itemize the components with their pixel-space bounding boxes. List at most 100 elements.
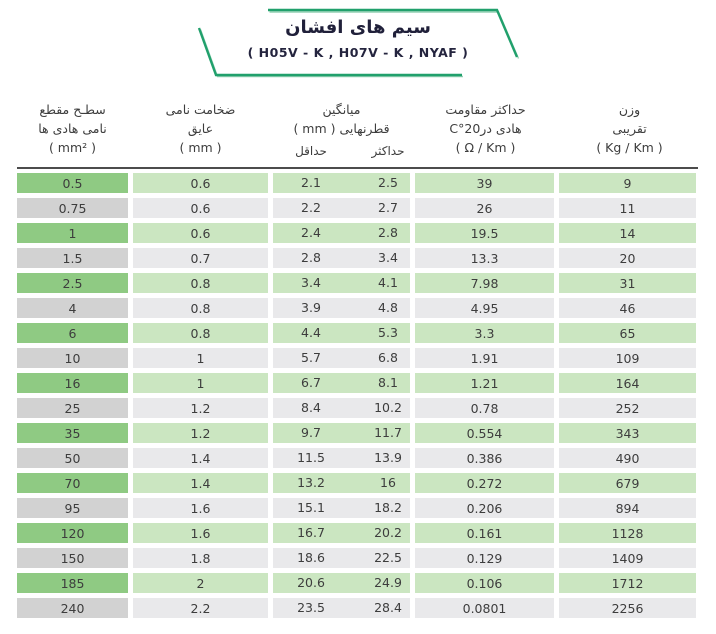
cell-resistance: 13.3 bbox=[415, 248, 554, 268]
cell-diameter-min: 15.1 bbox=[297, 500, 325, 515]
column-header-weight: وزن تقریبی ( Kg / Km ) bbox=[561, 100, 698, 157]
cell-insulation-thickness: 0.6 bbox=[133, 198, 268, 218]
cell-cross-section: 0.5 bbox=[17, 173, 128, 193]
cell-cross-section: 50 bbox=[17, 448, 128, 468]
cell-weight: 894 bbox=[559, 498, 696, 518]
cell-insulation-thickness: 0.8 bbox=[133, 273, 268, 293]
column-header-resistance: حداکثر مقاومت هادی در20°C ( Ω / Km ) bbox=[416, 100, 555, 157]
cell-diameter-min: 9.7 bbox=[301, 425, 321, 440]
cell-resistance: 7.98 bbox=[415, 273, 554, 293]
cell-resistance: 0.106 bbox=[415, 573, 554, 593]
cell-insulation-thickness: 1.2 bbox=[133, 423, 268, 443]
cell-insulation-thickness: 1.8 bbox=[133, 548, 268, 568]
cell-insulation-thickness: 1.4 bbox=[133, 448, 268, 468]
cell-diameter-max: 20.2 bbox=[374, 525, 402, 540]
column-header-cross-section: سطـح مقطع نامی هادی ها ( mm² ) bbox=[17, 100, 128, 157]
cell-weight: 65 bbox=[559, 323, 696, 343]
cell-cross-section: 35 bbox=[17, 423, 128, 443]
cell-diameter-min: 4.4 bbox=[301, 325, 321, 340]
table-row: 10 1 5.7 6.8 1.91 109 bbox=[17, 348, 698, 368]
cell-diameter-max: 22.5 bbox=[374, 550, 402, 565]
cell-diameter-max: 2.8 bbox=[378, 225, 398, 240]
cell-insulation-thickness: 0.8 bbox=[133, 298, 268, 318]
subheader-max: حداکثر bbox=[371, 144, 405, 158]
cell-insulation-thickness: 0.6 bbox=[133, 223, 268, 243]
cell-weight: 46 bbox=[559, 298, 696, 318]
table-row: 4 0.8 3.9 4.8 4.95 46 bbox=[17, 298, 698, 318]
column-header-line: نامی هادی ها bbox=[38, 121, 107, 136]
cell-diameter-min-max: 13.2 16 bbox=[273, 473, 410, 493]
cell-resistance: 1.91 bbox=[415, 348, 554, 368]
cell-cross-section: 185 bbox=[17, 573, 128, 593]
column-header-line: عایق bbox=[187, 121, 214, 136]
table-row: 2.5 0.8 3.4 4.1 7.98 31 bbox=[17, 273, 698, 293]
column-header-diameter: میانگین قطرنهایی ( mm ) حداقل حداکثر bbox=[273, 100, 410, 161]
column-header-unit: ( Ω / Km ) bbox=[455, 140, 516, 155]
cell-diameter-min-max: 18.6 22.5 bbox=[273, 548, 410, 568]
column-header-line: تقریبی bbox=[612, 121, 647, 136]
cell-diameter-min-max: 2.4 2.8 bbox=[273, 223, 410, 243]
cell-diameter-min-max: 20.6 24.9 bbox=[273, 573, 410, 593]
cell-cross-section: 0.75 bbox=[17, 198, 128, 218]
column-header-line: سطـح مقطع bbox=[39, 102, 106, 117]
column-header-line: قطرنهایی ( mm ) bbox=[293, 121, 390, 136]
table-row: 0.75 0.6 2.2 2.7 26 11 bbox=[17, 198, 698, 218]
cell-resistance: 0.0801 bbox=[415, 598, 554, 618]
cell-cross-section: 240 bbox=[17, 598, 128, 618]
table-row: 50 1.4 11.5 13.9 0.386 490 bbox=[17, 448, 698, 468]
cell-resistance: 0.78 bbox=[415, 398, 554, 418]
cell-diameter-max: 11.7 bbox=[374, 425, 402, 440]
cell-diameter-min: 8.4 bbox=[301, 400, 321, 415]
cell-diameter-min: 3.4 bbox=[301, 275, 321, 290]
cell-diameter-min: 18.6 bbox=[297, 550, 325, 565]
cell-weight: 9 bbox=[559, 173, 696, 193]
cell-insulation-thickness: 0.8 bbox=[133, 323, 268, 343]
cell-diameter-max: 16 bbox=[380, 475, 396, 490]
cell-resistance: 0.129 bbox=[415, 548, 554, 568]
cell-diameter-max: 4.8 bbox=[378, 300, 398, 315]
cell-weight: 679 bbox=[559, 473, 696, 493]
cell-diameter-max: 5.3 bbox=[378, 325, 398, 340]
table-row: 35 1.2 9.7 11.7 0.554 343 bbox=[17, 423, 698, 443]
cell-diameter-min: 16.7 bbox=[297, 525, 325, 540]
column-header-unit: ( mm² ) bbox=[48, 140, 97, 155]
cell-weight: 1409 bbox=[559, 548, 696, 568]
cell-cross-section: 4 bbox=[17, 298, 128, 318]
cell-diameter-min-max: 3.9 4.8 bbox=[273, 298, 410, 318]
cell-diameter-min: 2.1 bbox=[301, 175, 321, 190]
cell-diameter-min: 3.9 bbox=[301, 300, 321, 315]
banner-decoration bbox=[197, 8, 520, 78]
cell-insulation-thickness: 2.2 bbox=[133, 598, 268, 618]
table-row: 25 1.2 8.4 10.2 0.78 252 bbox=[17, 398, 698, 418]
cell-diameter-min-max: 6.7 8.1 bbox=[273, 373, 410, 393]
column-header-line: هادی در20°C bbox=[449, 121, 522, 136]
header-separator-rule bbox=[17, 167, 698, 169]
cell-weight: 1712 bbox=[559, 573, 696, 593]
cell-diameter-min-max: 15.1 18.2 bbox=[273, 498, 410, 518]
cell-resistance: 26 bbox=[415, 198, 554, 218]
cell-resistance: 3.3 bbox=[415, 323, 554, 343]
cell-weight: 343 bbox=[559, 423, 696, 443]
cell-weight: 11 bbox=[559, 198, 696, 218]
cell-diameter-max: 4.1 bbox=[378, 275, 398, 290]
cell-cross-section: 6 bbox=[17, 323, 128, 343]
cell-diameter-min-max: 23.5 28.4 bbox=[273, 598, 410, 618]
cell-weight: 20 bbox=[559, 248, 696, 268]
column-header-line: میانگین bbox=[322, 102, 361, 117]
cell-weight: 252 bbox=[559, 398, 696, 418]
cell-insulation-thickness: 0.6 bbox=[133, 173, 268, 193]
cell-diameter-min-max: 2.1 2.5 bbox=[273, 173, 410, 193]
table-row: 0.5 0.6 2.1 2.5 39 9 bbox=[17, 173, 698, 193]
cell-diameter-min-max: 4.4 5.3 bbox=[273, 323, 410, 343]
cell-diameter-min: 2.2 bbox=[301, 200, 321, 215]
cell-cross-section: 150 bbox=[17, 548, 128, 568]
cell-cross-section: 16 bbox=[17, 373, 128, 393]
cell-weight: 14 bbox=[559, 223, 696, 243]
cell-resistance: 4.95 bbox=[415, 298, 554, 318]
cell-cross-section: 1 bbox=[17, 223, 128, 243]
table-row: 120 1.6 16.7 20.2 0.161 1128 bbox=[17, 523, 698, 543]
cell-cross-section: 25 bbox=[17, 398, 128, 418]
cell-diameter-min: 23.5 bbox=[297, 600, 325, 615]
cell-resistance: 0.206 bbox=[415, 498, 554, 518]
